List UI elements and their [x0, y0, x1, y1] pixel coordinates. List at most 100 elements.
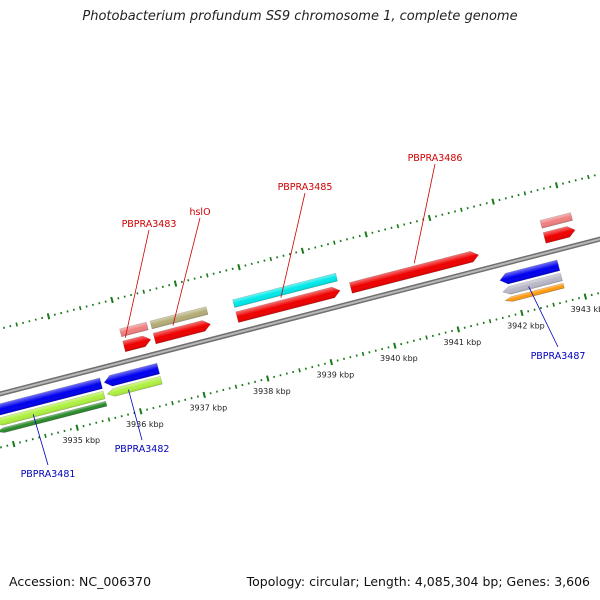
forward-gene[interactable]: [122, 334, 152, 353]
cog-outer-bar-shine: [119, 322, 149, 337]
forward-gene[interactable]: [152, 319, 212, 345]
topology-label: Topology: circular; Length: 4,085,304 bp…: [246, 574, 590, 589]
cog-inner-bar-shine: [502, 273, 563, 295]
inner-ruler-tick: [393, 342, 397, 349]
cog-inner-bar[interactable]: [502, 272, 563, 296]
gene-label-leader: [32, 414, 49, 466]
inner-ruler-tick: [75, 424, 79, 431]
inner-ruler-tick: [11, 440, 16, 448]
cog-inner-bar-shine: [107, 376, 163, 397]
gene-label[interactable]: PBPRA3483: [122, 219, 177, 230]
outer-ruler-tick: [300, 247, 305, 254]
outer-ruler-tick: [237, 264, 241, 271]
inner-ruler-tick: [107, 417, 111, 422]
features-layer: [0, 212, 576, 434]
inner-ruler-tick: [425, 335, 428, 340]
outer-ruler-tick: [269, 256, 273, 262]
outer-ruler-tick: [333, 240, 336, 245]
outer-ruler-tick: [587, 174, 590, 180]
cog-outer-bar[interactable]: [149, 306, 209, 330]
outer-ruler-tick: [554, 182, 559, 189]
outer-ruler-tick: [460, 207, 463, 212]
forward-gene-shine: [153, 320, 211, 344]
cog-inner-bar[interactable]: [106, 375, 163, 398]
forward-gene-shine: [349, 251, 479, 294]
outer-ruler-tick: [206, 273, 209, 278]
cog-outer-bar[interactable]: [232, 272, 338, 308]
gene-label[interactable]: PBPRA3486: [408, 153, 463, 164]
inner-ruler-tick: [171, 400, 174, 406]
gene-label[interactable]: PBPRA3482: [115, 444, 170, 455]
inner-ruler-tick: [488, 319, 492, 324]
cog-inner-bar-shine: [0, 391, 106, 426]
cog-inner2-bar-shine: [0, 401, 107, 433]
outer-ruler-tick: [364, 231, 368, 238]
backbone-highlight: [0, 238, 600, 395]
cog-inner-bar[interactable]: [0, 390, 106, 427]
cog-outer-bar[interactable]: [119, 321, 149, 338]
reverse-gene-shine: [499, 259, 560, 284]
kbp-label: 3940 kbp: [380, 354, 418, 363]
forward-gene[interactable]: [349, 250, 479, 294]
reverse-gene[interactable]: [103, 362, 160, 388]
reverse-gene[interactable]: [0, 377, 103, 417]
kbp-label: 3937 kbp: [189, 403, 227, 412]
inner-ruler-tick: [298, 368, 301, 373]
cog-outer-bar-shine: [150, 306, 208, 329]
inner-ruler-tick: [361, 351, 365, 357]
reverse-gene[interactable]: [499, 259, 561, 286]
outer-ruler-tick: [110, 296, 114, 304]
accession-label: Accession: NC_006370: [9, 574, 152, 589]
outer-ruler-tick: [396, 224, 400, 229]
inner-ruler-tick: [139, 408, 143, 415]
outer-ruler-tick: [78, 306, 82, 311]
gene-label-leader: [413, 163, 436, 264]
inner-ruler-tick: [44, 433, 47, 439]
inner-ruler-tick: [583, 293, 588, 300]
kbp-label: 3943 kbp: [571, 305, 600, 314]
outer-ruler-tick: [142, 289, 146, 294]
inner-ruler-tick: [456, 326, 461, 333]
gene-label-leader: [172, 217, 201, 326]
cog-outer-bar-shine: [540, 212, 573, 229]
cog-inner2-bar-shine: [505, 283, 565, 302]
kbp-label: 3939 kbp: [317, 371, 355, 380]
outer-ruler-tick: [173, 280, 178, 287]
gene-label[interactable]: PBPRA3485: [278, 182, 333, 193]
gene-label[interactable]: PBPRA3487: [531, 351, 586, 362]
inner-ruler-tick: [202, 391, 206, 399]
kbp-label: 3938 kbp: [253, 387, 291, 396]
gene-label-leader: [280, 192, 306, 298]
reverse-gene-shine: [104, 363, 160, 387]
gene-label[interactable]: PBPRA3481: [21, 469, 76, 480]
labels-layer: PBPRA3483 hslO PBPRA3485 PBPRA3486 PBPRA3481…: [21, 153, 586, 480]
forward-gene-shine: [122, 335, 151, 352]
outer-ruler-tick: [15, 322, 18, 327]
gene-label[interactable]: hslO: [189, 207, 210, 218]
inner-ruler-tick: [329, 358, 334, 366]
cog-outer-bar[interactable]: [539, 212, 573, 229]
forward-gene[interactable]: [235, 285, 342, 323]
forward-gene-shine: [543, 226, 576, 244]
outer-ruler-tick: [427, 214, 432, 222]
inner-ruler-tick: [552, 302, 555, 307]
tick-dots-layer: 3935 kbp 3936 kbp 3937 kbp 3938 kbp 3939 kbp…: [0, 174, 600, 449]
map-title: Photobacterium profundum SS9 chromosome …: [82, 9, 518, 24]
reverse-gene-shine: [0, 377, 103, 416]
forward-gene-shine: [235, 287, 341, 323]
cog-outer-bar-shine: [232, 273, 338, 308]
outer-ruler-tick: [46, 313, 51, 320]
cog-inner2-bar[interactable]: [504, 282, 565, 303]
kbp-label: 3936 kbp: [126, 420, 164, 429]
inner-ruler-tick: [520, 309, 524, 317]
outer-ruler-tick: [523, 191, 527, 196]
kbp-label: 3941 kbp: [444, 338, 482, 347]
kbp-label: 3935 kbp: [62, 436, 100, 445]
kbp-label: 3942 kbp: [507, 321, 545, 330]
cog-inner2-bar[interactable]: [0, 400, 108, 434]
outer-ruler-tick: [491, 198, 495, 205]
forward-gene[interactable]: [542, 225, 576, 244]
gene-label-leader: [528, 286, 559, 348]
gene-label-leader: [124, 229, 150, 338]
